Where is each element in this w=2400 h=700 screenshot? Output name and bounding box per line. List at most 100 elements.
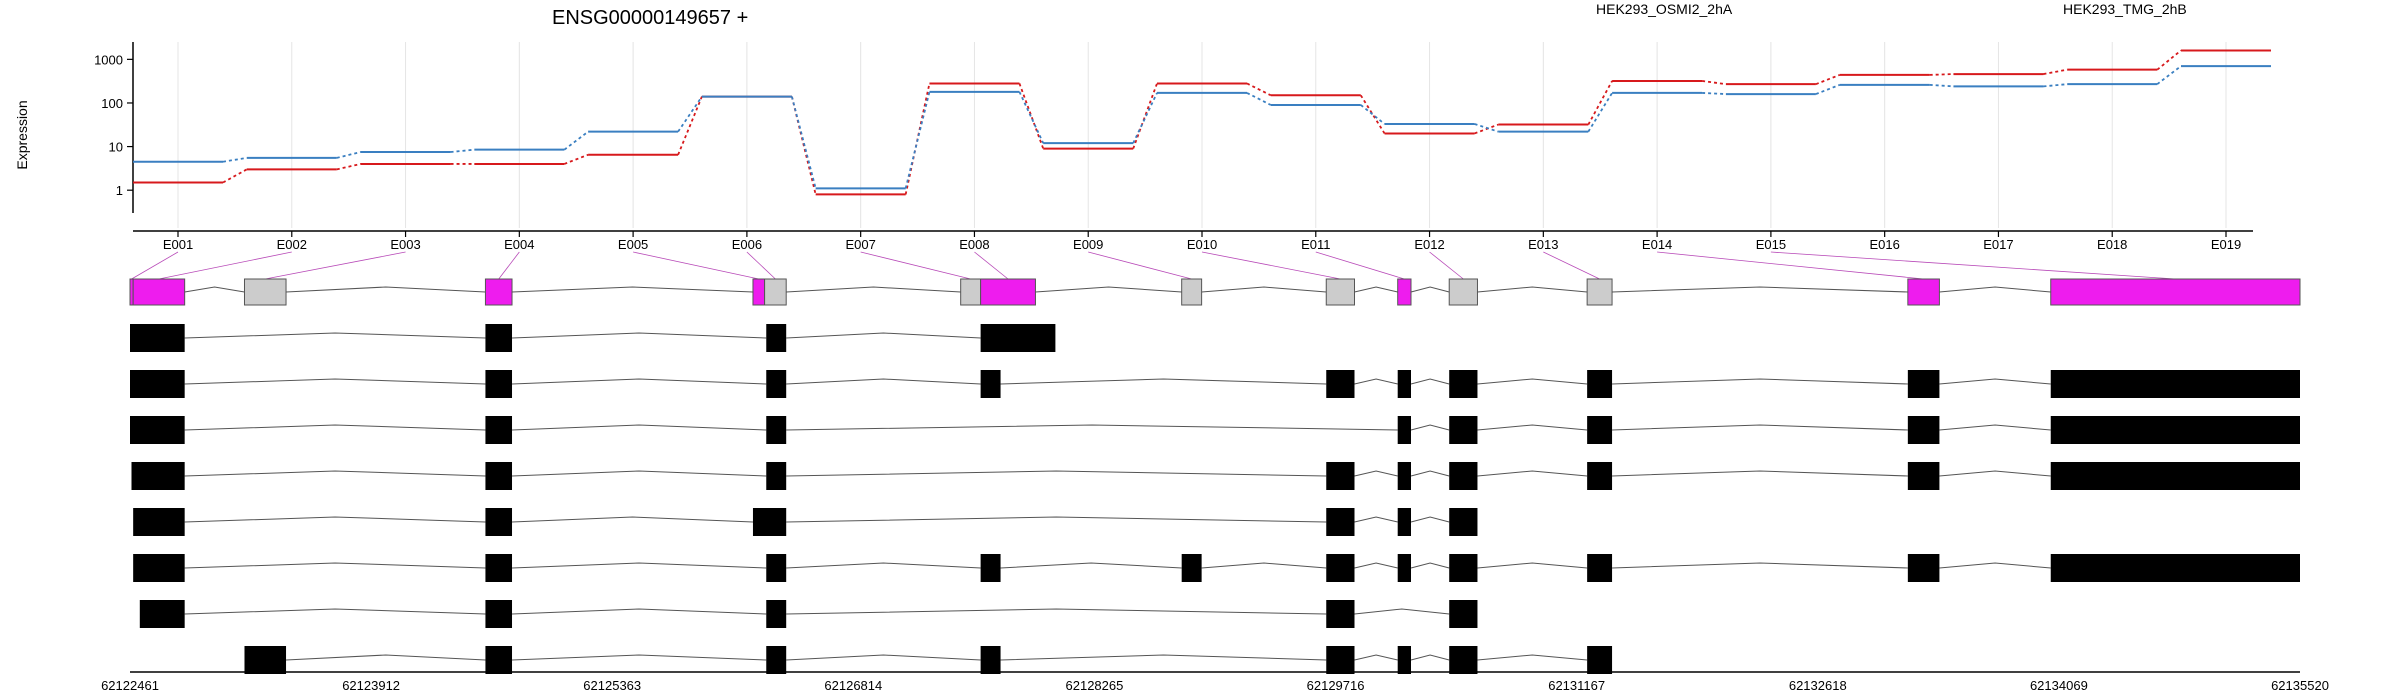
intron-line	[1477, 286, 1588, 293]
series-2-connector	[1815, 84, 1840, 95]
intron-line	[286, 286, 486, 293]
x-tick-label: E015	[1756, 237, 1786, 252]
transcript-4-exon	[131, 462, 185, 490]
transcript-6-exon	[766, 554, 787, 582]
intron-line	[184, 516, 486, 523]
transcript-8-exon	[1587, 646, 1613, 674]
coordinate-tick-label: 62132618	[1789, 678, 1847, 693]
intron-line	[184, 562, 486, 569]
intron-line	[786, 286, 961, 293]
exon-link-lines	[131, 251, 2176, 280]
transcript-2-exon	[1449, 370, 1478, 398]
intron-line	[786, 424, 1398, 431]
x-tick-label: E017	[1983, 237, 2013, 252]
exon-E009	[1181, 278, 1203, 306]
series-1-connector	[2156, 49, 2182, 71]
intron-line	[1000, 562, 1182, 569]
transcript-5-exon	[1449, 508, 1478, 536]
transcript-1-exon	[485, 324, 513, 352]
transcript-6-exon	[1326, 554, 1355, 582]
transcript-7-exon	[139, 600, 185, 628]
transcript-2-exon	[1326, 370, 1355, 398]
transcript-3-exon	[130, 416, 185, 444]
intron-line	[1939, 286, 2051, 293]
transcript-5-exon	[485, 508, 513, 536]
transcript-1-exon	[980, 324, 1056, 352]
series-2-connector	[1360, 104, 1386, 125]
intron-line	[512, 516, 753, 523]
series-1-connector	[564, 153, 589, 165]
exon-link	[1201, 251, 1341, 280]
y-tick-label: 1000	[94, 52, 123, 67]
transcript-8-exon	[1449, 646, 1478, 674]
transcript-8-exon	[766, 646, 787, 674]
transcript-2-exon	[766, 370, 787, 398]
transcript-6-exon	[1587, 554, 1613, 582]
exon-E006	[764, 278, 787, 306]
intron-line	[184, 424, 486, 431]
transcript-3-exon	[1397, 416, 1411, 444]
transcript-3-exon	[1449, 416, 1478, 444]
transcript-8-exon	[485, 646, 513, 674]
transcript-3-exon	[2050, 416, 2300, 444]
exon-link	[498, 251, 520, 280]
intron-line	[1612, 424, 1908, 431]
exon-link	[1657, 251, 1924, 280]
transcript-3-exon	[485, 416, 513, 444]
series-1-connector	[1587, 80, 1613, 125]
transcript-5-exon	[1397, 508, 1411, 536]
transcript-4-exon	[485, 462, 513, 490]
exon-link	[1543, 251, 1600, 280]
exon-link	[1429, 251, 1464, 280]
transcript-4-exon	[1907, 462, 1940, 490]
intron-line	[184, 286, 245, 293]
series-2-connector	[1587, 92, 1613, 133]
coordinate-tick-label: 62125363	[583, 678, 641, 693]
exon-link	[1088, 251, 1192, 280]
series-1-connector	[336, 163, 361, 171]
intron-line	[1354, 286, 1398, 293]
intron-line	[1410, 516, 1450, 523]
series-2-connector	[677, 96, 703, 133]
series-2-connector	[791, 96, 817, 189]
x-tick-label: E010	[1187, 237, 1217, 252]
intron-line	[786, 654, 981, 661]
exon-E010	[1325, 278, 1355, 306]
transcript-7-exon	[1326, 600, 1355, 628]
intron-line	[1612, 286, 1908, 293]
intron-line	[1477, 470, 1588, 477]
transcript-5-exon	[752, 508, 787, 536]
x-tick-label: E014	[1642, 237, 1672, 252]
transcript-3-exon	[766, 416, 787, 444]
transcript-5-exon	[133, 508, 185, 536]
exon-E007	[960, 278, 982, 306]
exon-E015	[2050, 278, 2301, 306]
series-2-connector	[1474, 123, 1499, 133]
transcript-2-exon	[1587, 370, 1613, 398]
transcript-2-exon	[1397, 370, 1411, 398]
series-2-connector	[336, 151, 361, 159]
transcript-2-exon	[1907, 370, 1940, 398]
transcript-8-exon	[1397, 646, 1411, 674]
transcript-6-exon	[980, 554, 1001, 582]
intron-line	[1612, 562, 1908, 569]
transcript-5-exon	[1326, 508, 1355, 536]
x-tick-label: E004	[504, 237, 534, 252]
intron-line	[512, 608, 767, 615]
intron-line	[1410, 286, 1450, 293]
intron-line	[786, 562, 981, 569]
x-tick-label: E001	[163, 237, 193, 252]
exon-link	[1315, 251, 1405, 280]
series-1-connector	[1474, 123, 1499, 135]
transcript-4-exon	[1326, 462, 1355, 490]
transcript-6-exon	[1449, 554, 1478, 582]
x-tick-label: E006	[732, 237, 762, 252]
transcript-8-exon	[244, 646, 287, 674]
transcript-6-exon	[1907, 554, 1940, 582]
x-tick-label: E005	[618, 237, 648, 252]
exon-E014	[1907, 278, 1940, 306]
intron-line	[512, 654, 767, 661]
intron-line	[1354, 516, 1398, 523]
x-tick-label: E007	[845, 237, 875, 252]
exon-link	[265, 251, 406, 280]
